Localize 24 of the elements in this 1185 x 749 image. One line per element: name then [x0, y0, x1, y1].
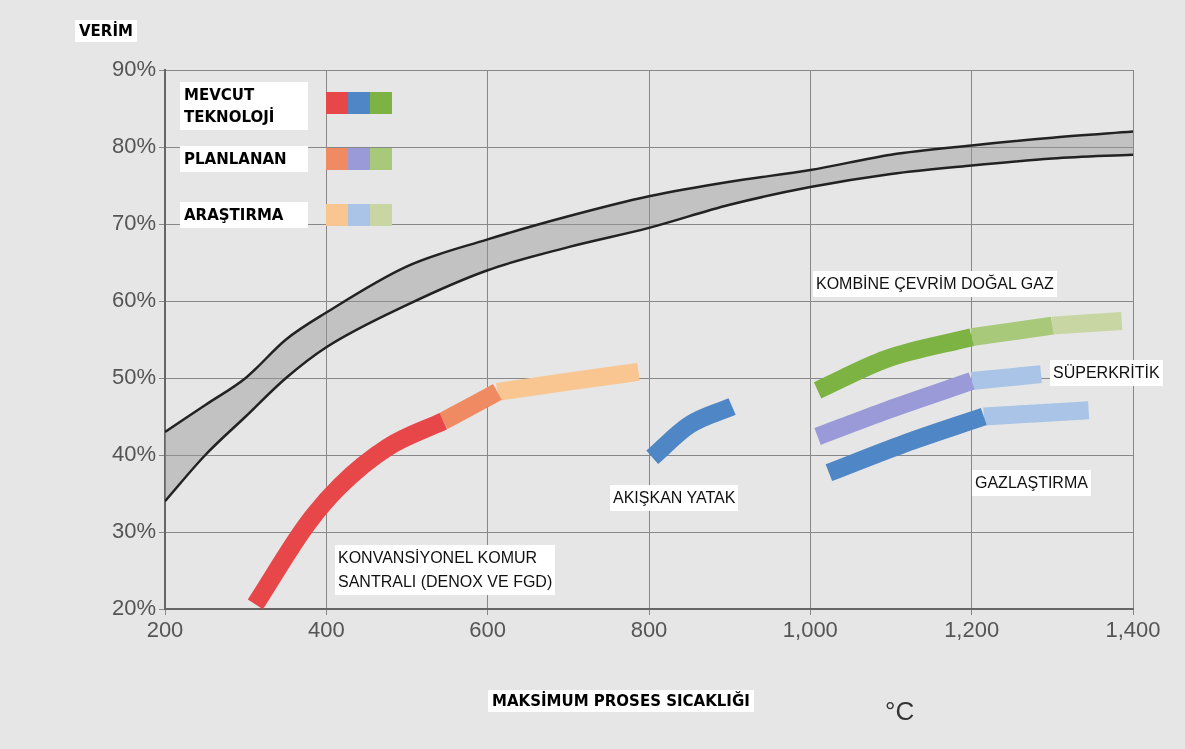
y-tick-label: 80%	[111, 133, 156, 159]
annotation: KOMBİNE ÇEVRİM DOĞAL GAZ	[813, 271, 1057, 297]
y-tick-label: 40%	[111, 441, 156, 467]
text: °C	[885, 696, 915, 727]
x-tick-label: 1,200	[944, 617, 1000, 643]
annotation: GAZLAŞTIRMA	[972, 470, 1091, 496]
annotation: SÜPERKRİTİK	[1050, 360, 1163, 386]
annotation: PLANLANAN	[180, 146, 308, 172]
annotation: KONVANSİYONEL KOMUR SANTRALI (DENOX VE FGD)	[335, 545, 556, 595]
y-tick-label: 70%	[111, 210, 156, 236]
annotation: AKIŞKAN YATAK	[610, 485, 739, 511]
x-tick-label: 1,400	[1105, 617, 1161, 643]
annotation: MEVCUT TEKNOLOJİ	[180, 82, 308, 130]
y-tick-label: 60%	[111, 287, 156, 313]
y-tick-label: 90%	[111, 56, 156, 82]
x-tick-label: 400	[307, 617, 345, 643]
x-tick-label: 1,000	[782, 617, 838, 643]
x-tick-label: 800	[630, 617, 668, 643]
y-tick-label: 30%	[111, 518, 156, 544]
y-axis-title: VERİM	[75, 20, 137, 42]
x-axis-title: MAKSİMUM PROSES SICAKLIĞI	[488, 690, 754, 712]
x-tick-label: 600	[469, 617, 507, 643]
y-tick-label: 50%	[111, 364, 156, 390]
annotation: ARAŞTIRMA	[180, 202, 308, 228]
